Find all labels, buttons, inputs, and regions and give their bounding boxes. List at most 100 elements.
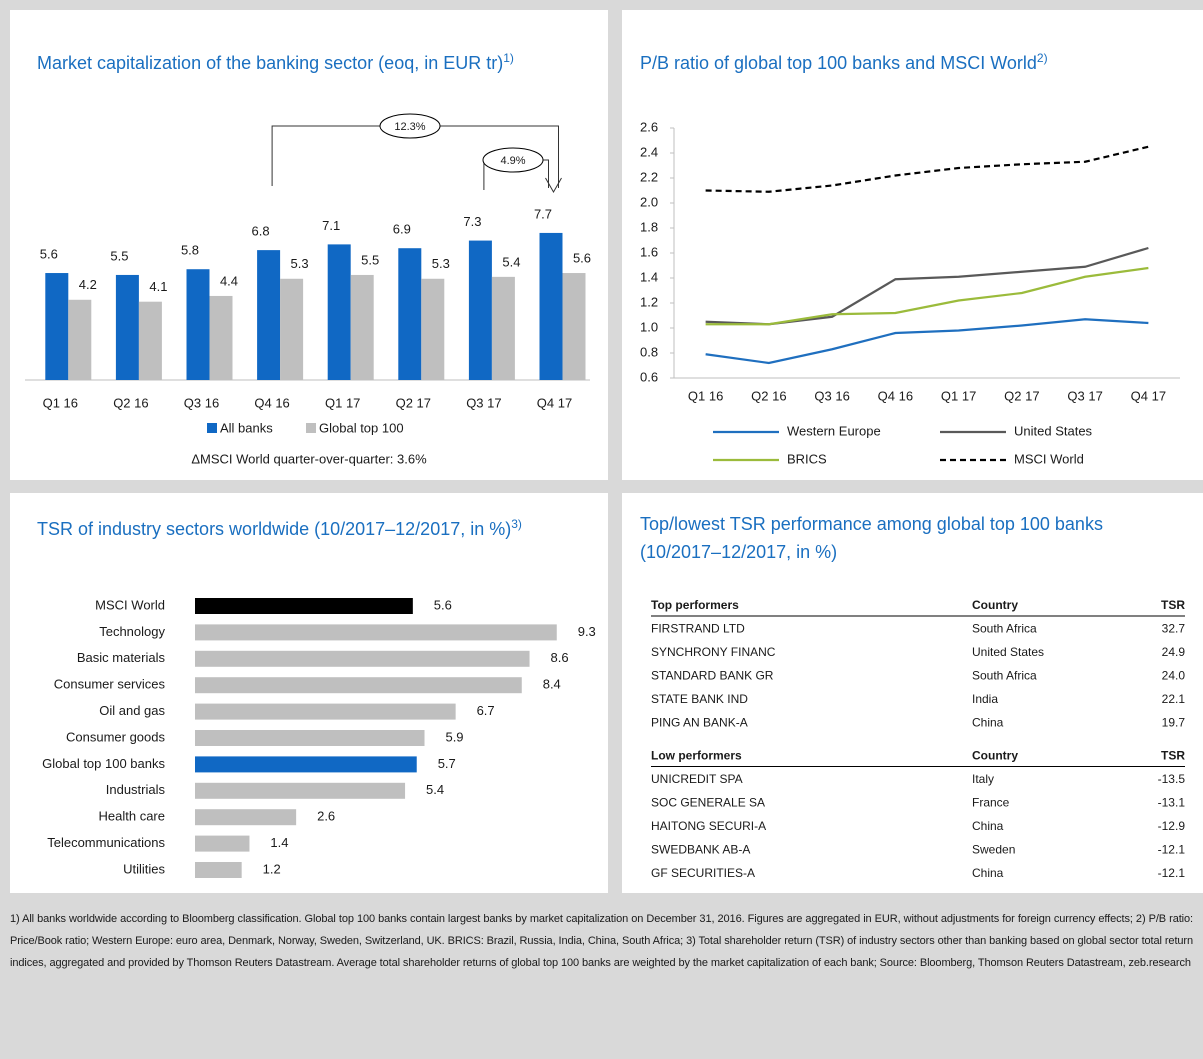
table-header: TSR: [1161, 749, 1185, 763]
bar: [195, 756, 417, 773]
data-label: 5.6: [573, 250, 591, 265]
title-text: TSR of industry sectors worldwide (10/20…: [37, 519, 512, 539]
y-tick-label: 1.0: [640, 319, 658, 334]
bar: [257, 250, 281, 380]
chart-title: P/B ratio of global top 100 banks and MS…: [640, 44, 1048, 77]
table-cell: United States: [972, 645, 1044, 659]
category-label: Health care: [99, 809, 165, 824]
table-cell: South Africa: [972, 669, 1037, 683]
data-label: 4.2: [79, 277, 97, 292]
legend-label: United States: [1014, 423, 1093, 438]
legend-label: Western Europe: [787, 423, 881, 438]
footnote: 1) All banks worldwide according to Bloo…: [10, 913, 1193, 969]
bar: [195, 624, 557, 641]
table-header: Top performers: [651, 598, 739, 612]
bar: [327, 244, 351, 380]
x-tick-label: Q2 17: [396, 395, 431, 410]
legend-swatch: [306, 423, 316, 433]
bar: [138, 301, 162, 380]
data-label: 2.6: [317, 809, 335, 824]
category-label: Oil and gas: [99, 703, 165, 718]
bar: [195, 650, 530, 667]
panel: [622, 493, 1203, 893]
table-cell: China: [972, 819, 1004, 833]
annotation: 4.9%: [500, 155, 525, 167]
bar: [195, 782, 406, 799]
note: ΔMSCI World quarter-over-quarter: 3.6%: [191, 451, 427, 466]
table-cell: India: [972, 692, 998, 706]
data-label: 5.8: [181, 243, 199, 258]
y-tick-label: 2.4: [640, 144, 658, 159]
annotation-bubble: [379, 113, 441, 139]
bar: [195, 809, 297, 826]
table-cell: Italy: [972, 772, 994, 786]
table-cell: GF SECURITIES-A: [651, 866, 755, 880]
data-label: 5.9: [445, 729, 463, 744]
bar: [562, 273, 586, 380]
table-cell: HAITONG SECURI-A: [651, 819, 766, 833]
table-cell: 32.7: [1162, 622, 1186, 636]
table-cell: -12.1: [1158, 866, 1186, 880]
y-tick-label: 0.6: [640, 369, 658, 384]
bar: [195, 677, 522, 694]
bar: [280, 278, 304, 380]
category-label: Consumer goods: [66, 729, 165, 744]
data-label: 5.4: [502, 254, 520, 269]
data-label: 5.5: [110, 248, 128, 263]
bar: [539, 232, 563, 380]
line: [705, 318, 1149, 365]
bar: [115, 274, 139, 380]
y-tick-label: 1.2: [640, 294, 658, 309]
data-label: 1.4: [270, 835, 288, 850]
table-cell: France: [972, 796, 1010, 810]
x-tick-label: Q4 16: [254, 395, 289, 410]
x-tick-label: Q3 17: [466, 395, 501, 410]
y-tick-label: 0.8: [640, 344, 658, 359]
table-cell: 24.9: [1162, 645, 1186, 659]
x-tick-label: Q3 16: [184, 395, 219, 410]
table-cell: -13.1: [1158, 796, 1186, 810]
table-cell: China: [972, 716, 1004, 730]
legend-label: All banks: [220, 420, 273, 435]
chart-title: Market capitalization of the banking sec…: [37, 44, 514, 77]
title-text: Market capitalization of the banking sec…: [37, 53, 504, 73]
table-header: Low performers: [651, 749, 742, 763]
category-label: Global top 100 banks: [42, 756, 165, 771]
table-cell: 24.0: [1162, 669, 1186, 683]
line: [705, 145, 1149, 193]
legend-swatch: [207, 423, 217, 433]
table-header: TSR: [1161, 598, 1185, 612]
data-label: 9.3: [578, 624, 596, 639]
x-tick-label: Q1 17: [941, 388, 976, 403]
data-label: 1.2: [263, 861, 281, 876]
bar: [491, 276, 515, 380]
data-label: 7.3: [463, 214, 481, 229]
bar: [195, 862, 242, 878]
data-label: 5.6: [40, 246, 58, 261]
y-tick-label: 2.6: [640, 119, 658, 134]
bar: [421, 278, 445, 380]
data-label: 5.3: [432, 256, 450, 271]
title-text: P/B ratio of global top 100 banks and MS…: [640, 53, 1037, 73]
line: [705, 266, 1149, 326]
table-cell: STATE BANK IND: [651, 692, 748, 706]
title-note: 2): [1036, 51, 1048, 65]
x-tick-label: Q3 17: [1067, 388, 1102, 403]
annotation: 12.3%: [394, 121, 425, 133]
bar: [45, 273, 69, 380]
data-label: 6.9: [393, 222, 411, 237]
data-label: 7.1: [322, 218, 340, 233]
table-header: Country: [972, 749, 1018, 763]
category-label: Basic materials: [77, 650, 166, 665]
table-cell: -12.1: [1158, 843, 1186, 857]
table-cell: PING AN BANK-A: [651, 716, 748, 730]
x-tick-label: Q2 16: [751, 388, 786, 403]
title-note: 1): [503, 51, 514, 65]
data-label: 5.3: [291, 256, 309, 271]
category-label: Consumer services: [54, 677, 166, 692]
table-cell: SYNCHRONY FINANC: [651, 645, 776, 659]
panel: [10, 10, 608, 480]
table-cell: -12.9: [1158, 819, 1186, 833]
x-tick-label: Q1 16: [688, 388, 723, 403]
